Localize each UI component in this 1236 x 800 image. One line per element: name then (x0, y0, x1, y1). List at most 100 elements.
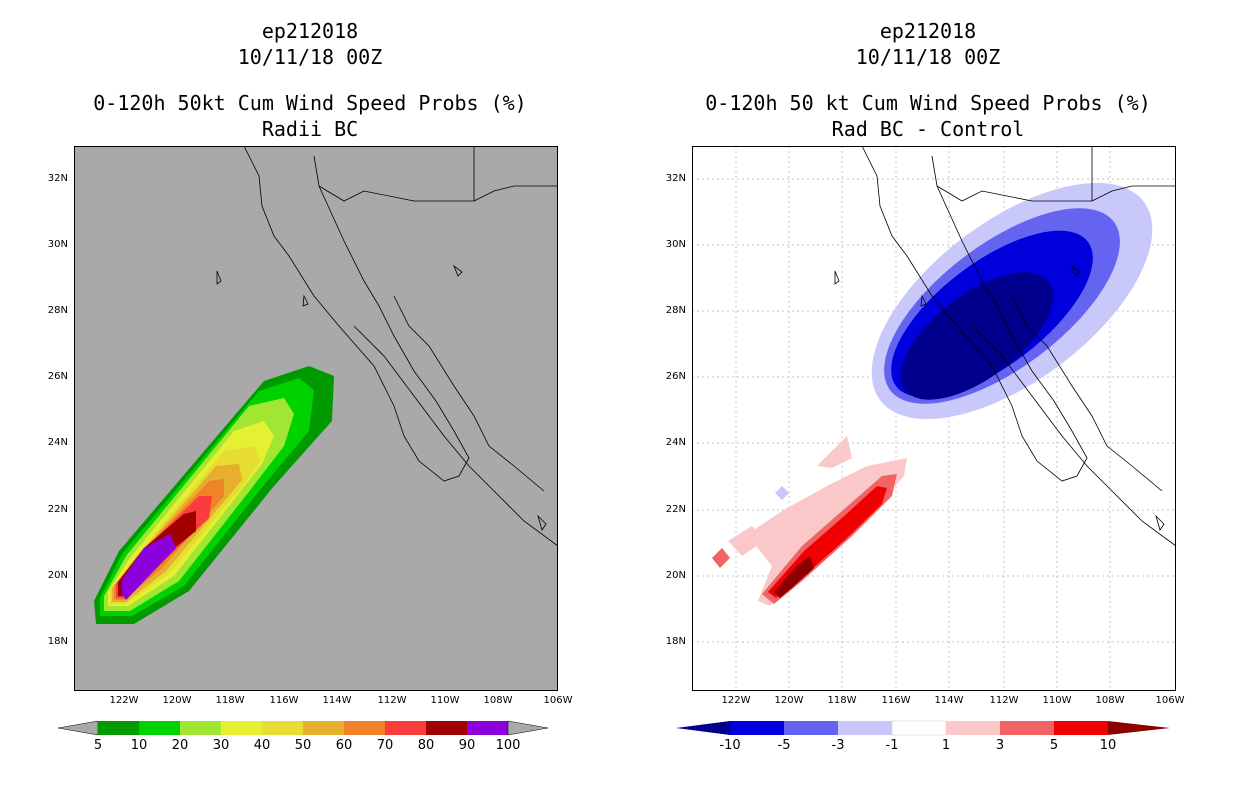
right-colorbar-swatch (1054, 721, 1108, 735)
right-lon-label: 106W (1155, 695, 1185, 706)
left-colorbar-swatch (426, 721, 467, 735)
left-lon-label: 122W (109, 695, 139, 706)
right-colorbar-swatch (891, 720, 947, 736)
right-map-frame (692, 146, 1176, 691)
left-colorbar-swatch (344, 721, 385, 735)
left-colorbar-label: 100 (495, 738, 521, 753)
left-map-frame (74, 146, 558, 691)
left-lat-label: 26N (47, 371, 68, 382)
right-title-date: 10/11/18 00Z (855, 45, 1001, 69)
left-colorbar-label: 50 (294, 738, 312, 753)
right-coastlines (834, 146, 1176, 547)
right-negative-region (775, 182, 1153, 500)
right-lon-label: 110W (1042, 695, 1072, 706)
left-colorbar-under-arrow (58, 720, 99, 736)
diff-plus-1-b (817, 436, 852, 468)
left-lat-label: 28N (47, 305, 68, 316)
right-lat-label: 22N (665, 504, 686, 515)
right-colorbar-swatch (838, 721, 892, 735)
left-lon-label: 118W (215, 695, 245, 706)
left-colorbar-label: 40 (253, 738, 271, 753)
right-lon-label: 114W (934, 695, 964, 706)
left-colorbar-label: 60 (335, 738, 353, 753)
left-colorbar-over-arrow (507, 720, 549, 736)
right-title-product: 0-120h 50 kt Cum Wind Speed Probs (%) (705, 91, 1151, 115)
left-colorbar-label: 20 (171, 738, 189, 753)
right-colorbar-swatch (730, 721, 784, 735)
right-colorbar-label: 10 (1099, 738, 1117, 753)
left-colorbar-swatch (467, 721, 508, 735)
left-lat-label: 30N (47, 239, 68, 250)
left-colorbar-label: 80 (417, 738, 435, 753)
left-colorbar-swatch (221, 721, 262, 735)
right-colorbar-over-arrow (1108, 721, 1170, 735)
diff-plus-10 (774, 556, 814, 598)
right-lat-label: 24N (665, 437, 686, 448)
left-lat-label: 20N (47, 570, 68, 581)
left-lon-label: 114W (322, 695, 352, 706)
right-lon-label: 118W (827, 695, 857, 706)
left-lat-label: 22N (47, 504, 68, 515)
left-colorbar-swatch (303, 721, 344, 735)
right-title-subtitle: Rad BC - Control (831, 117, 1025, 141)
right-colorbar-swatch (1000, 721, 1054, 735)
right-colorbar-label: -10 (719, 738, 741, 753)
right-positive-region (712, 436, 907, 606)
left-colorbar-swatch (385, 721, 426, 735)
left-lat-label: 18N (47, 636, 68, 647)
left-colorbar-swatch (180, 721, 221, 735)
right-lat-label: 28N (665, 305, 686, 316)
left-colorbar-label: 30 (212, 738, 230, 753)
left-title-subtitle: Radii BC (261, 117, 359, 141)
left-colorbar (58, 720, 549, 736)
left-lon-label: 106W (543, 695, 573, 706)
right-colorbar-swatch (946, 721, 1000, 735)
diff-minus-3-small (775, 486, 789, 500)
left-lon-label: 110W (430, 695, 460, 706)
left-lat-label: 32N (47, 173, 68, 184)
right-colorbar-under-arrow (676, 721, 730, 735)
left-colorbar-swatch (262, 721, 303, 735)
prob-90 (122, 534, 176, 600)
left-title-storm: ep212018 (261, 19, 359, 43)
left-map (74, 146, 558, 691)
left-coastlines (216, 146, 558, 547)
right-title-storm: ep212018 (879, 19, 977, 43)
left-prob-swath (94, 366, 334, 624)
diff-plus-3-b (712, 548, 730, 568)
left-title-date: 10/11/18 00Z (237, 45, 383, 69)
right-lat-label: 26N (665, 371, 686, 382)
left-lon-label: 120W (162, 695, 192, 706)
right-lat-label: 32N (665, 173, 686, 184)
diff-minus-10 (900, 272, 1054, 400)
left-colorbar-label: 90 (458, 738, 476, 753)
right-colorbar-label: -5 (777, 738, 791, 753)
right-lon-label: 116W (881, 695, 911, 706)
right-map (692, 146, 1176, 691)
right-colorbar (676, 720, 1170, 736)
diff-plus-1-c (728, 526, 764, 556)
left-lon-label: 116W (269, 695, 299, 706)
left-lat-label: 24N (47, 437, 68, 448)
left-lon-label: 112W (377, 695, 407, 706)
right-colorbar-label: -1 (885, 738, 899, 753)
right-colorbar-swatch (784, 721, 838, 735)
right-colorbar-label: 5 (1049, 738, 1059, 753)
right-lon-label: 120W (774, 695, 804, 706)
left-colorbar-label: 5 (93, 738, 103, 753)
right-lat-label: 18N (665, 636, 686, 647)
right-colorbar-label: 3 (995, 738, 1005, 753)
left-colorbar-label: 10 (130, 738, 148, 753)
left-lon-label: 108W (483, 695, 513, 706)
left-colorbar-label: 70 (376, 738, 394, 753)
right-lon-label: 108W (1095, 695, 1125, 706)
right-colorbar-label: -3 (831, 738, 845, 753)
left-colorbar-swatch (139, 721, 180, 735)
right-lon-label: 112W (989, 695, 1019, 706)
left-title-product: 0-120h 50kt Cum Wind Speed Probs (%) (93, 91, 527, 115)
right-colorbar-label: 1 (941, 738, 951, 753)
left-colorbar-swatch (98, 721, 139, 735)
right-lat-label: 20N (665, 570, 686, 581)
right-lat-label: 30N (665, 239, 686, 250)
right-lon-label: 122W (721, 695, 751, 706)
